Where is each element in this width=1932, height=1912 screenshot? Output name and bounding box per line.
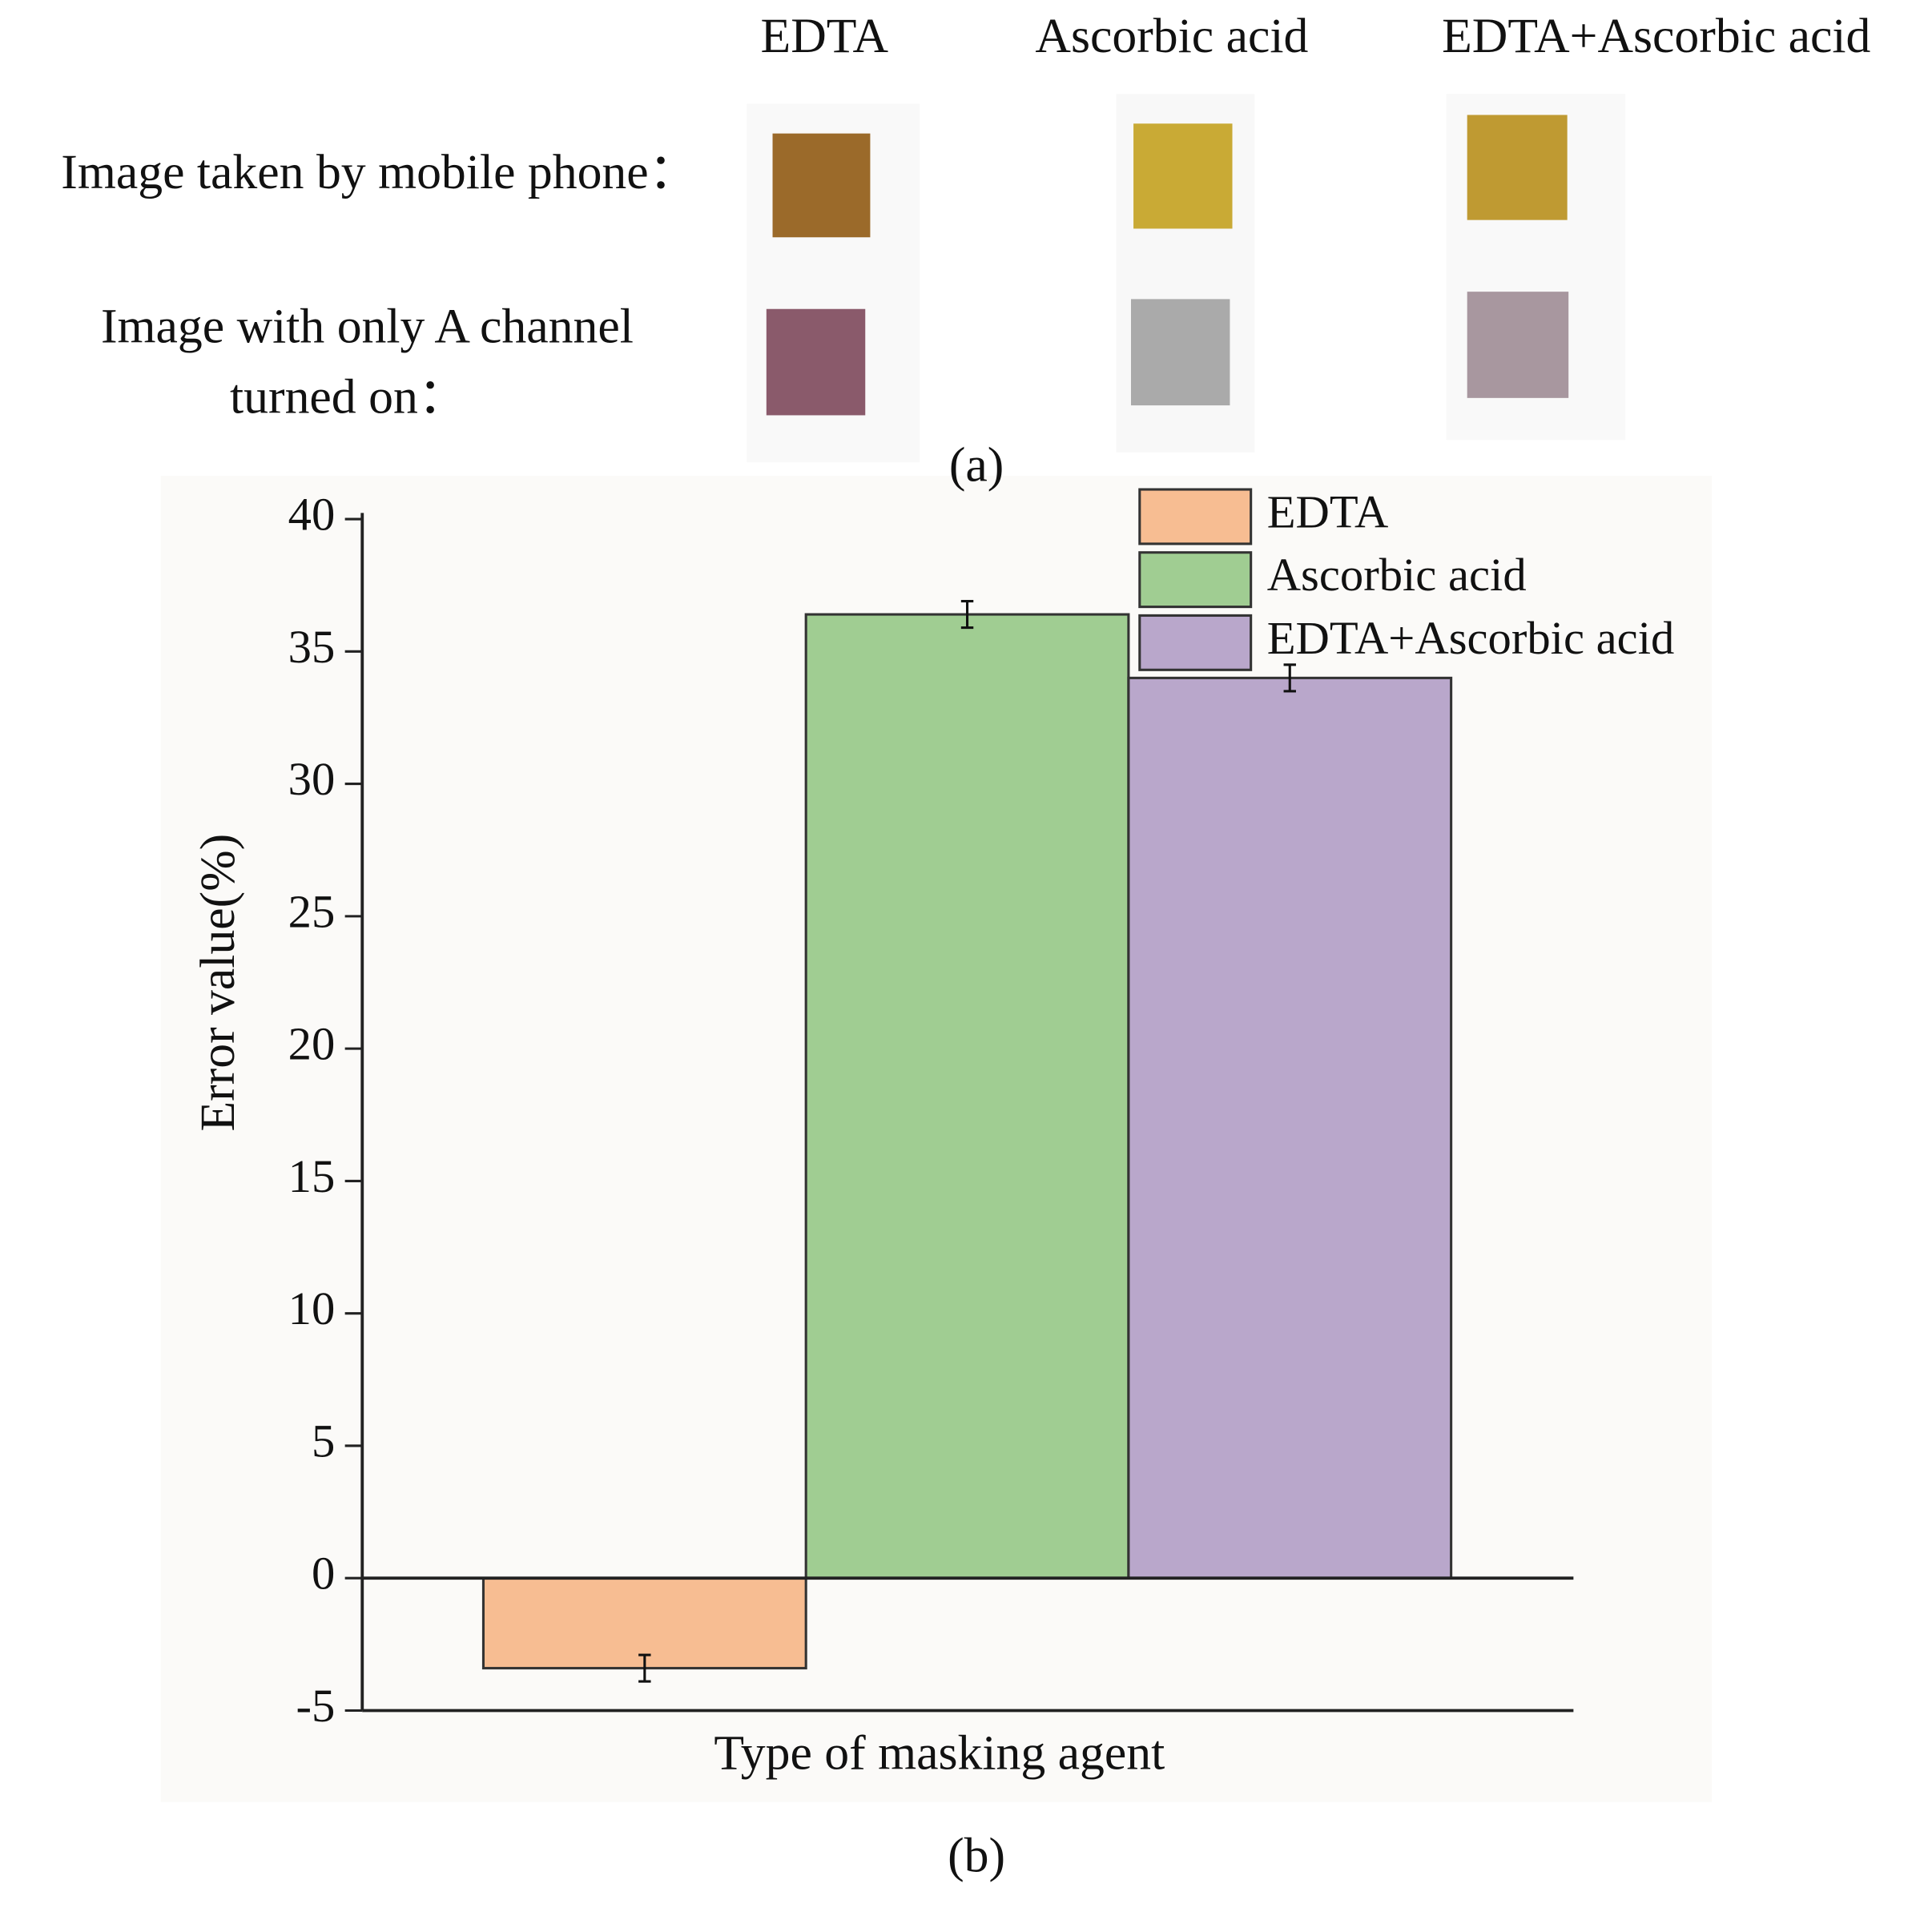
error-bar — [960, 599, 974, 630]
legend-label: Ascorbic acid — [1267, 549, 1527, 601]
y-tick-label: 15 — [288, 1150, 336, 1202]
legend-swatch — [1138, 551, 1253, 609]
swatch — [766, 308, 866, 416]
y-tick-label: 10 — [288, 1282, 336, 1334]
legend-label: EDTA+Ascorbic acid — [1267, 612, 1675, 664]
x-axis-label: Type of masking agent — [714, 1725, 1165, 1780]
row-label: Image taken by mobile phone： — [61, 145, 698, 199]
swatch — [772, 133, 871, 238]
legend-swatch — [1138, 614, 1253, 671]
bar — [481, 1576, 807, 1670]
y-tick-label: 20 — [288, 1018, 336, 1070]
y-tick-label: 40 — [288, 489, 336, 541]
swatch — [1467, 292, 1569, 398]
swatch — [1467, 115, 1568, 220]
error-bar — [638, 1653, 651, 1683]
y-tick-label: 5 — [312, 1415, 335, 1467]
y-tick-label: 35 — [288, 621, 336, 673]
y-tick-label: -5 — [296, 1680, 335, 1732]
panel-label: (b) — [948, 1828, 1005, 1882]
row-label: turned on： — [230, 370, 467, 425]
bar — [1127, 676, 1453, 1580]
panel-label: (a) — [949, 437, 1004, 492]
y-tick-label: 30 — [288, 753, 336, 805]
legend-label: EDTA — [1267, 485, 1389, 537]
y-axis-label: Error value(%) — [191, 834, 245, 1132]
error-bar — [1283, 663, 1296, 693]
column-header: EDTA+Ascorbic acid — [1442, 9, 1870, 63]
y-tick-label: 25 — [288, 885, 336, 937]
bar — [804, 613, 1130, 1580]
column-header: EDTA — [761, 9, 889, 63]
swatches — [747, 94, 1626, 463]
swatch — [1133, 123, 1233, 229]
legend-swatch — [1138, 488, 1253, 545]
column-header: Ascorbic acid — [1035, 9, 1308, 63]
row-label: Image with only A channel — [101, 300, 634, 354]
swatch — [1130, 299, 1230, 406]
y-tick-label: 0 — [312, 1548, 335, 1600]
